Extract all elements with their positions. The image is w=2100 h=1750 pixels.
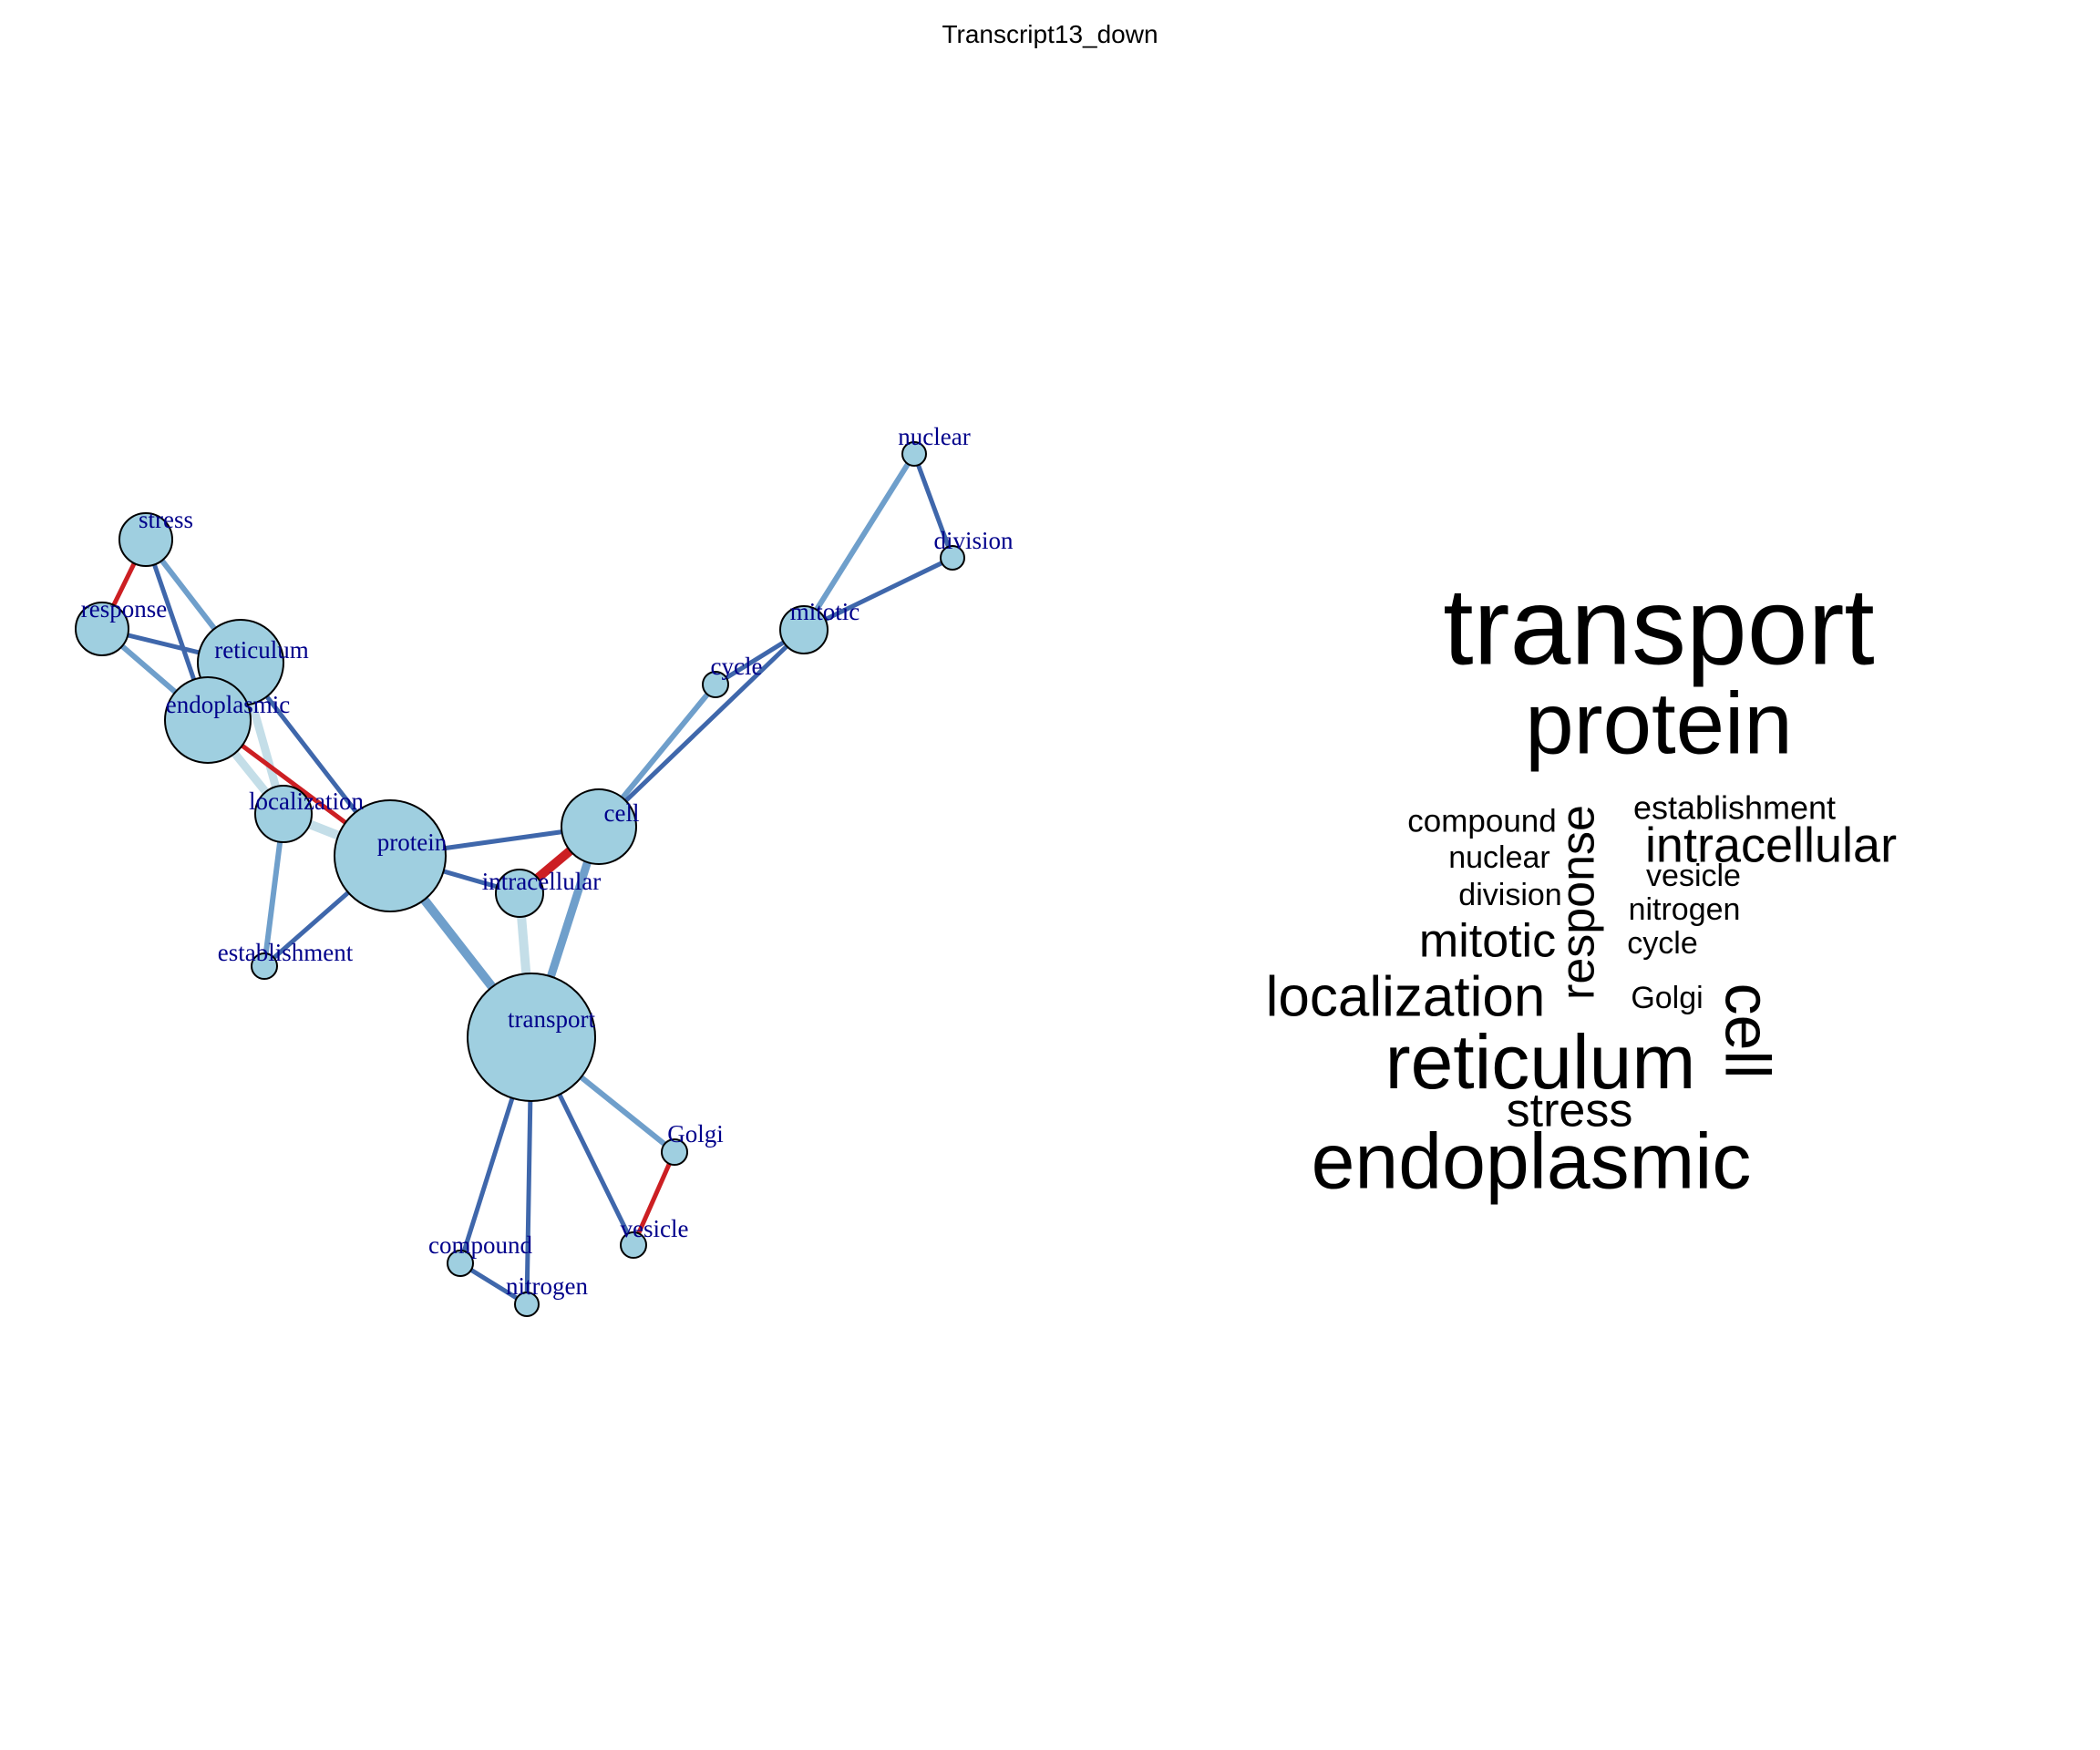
cloud-word-intracellular: intracellular xyxy=(1645,818,1897,872)
node-localization xyxy=(254,785,313,843)
cloud-word-mitotic: mitotic xyxy=(1419,915,1556,968)
cloud-word-vesicle: vesicle xyxy=(1646,859,1741,893)
node-label-stress: stress xyxy=(139,506,193,533)
node-transport xyxy=(467,973,596,1102)
cloud-word-endoplasmic: endoplasmic xyxy=(1312,1118,1752,1206)
term-network-graph: stress response reticulum endoplasmic locali… xyxy=(75,423,1014,1317)
node-label-mitotic: mitotic xyxy=(790,598,860,625)
node-endoplasmic xyxy=(164,676,252,764)
node-nuclear xyxy=(901,441,927,467)
node-label-vesicle: vesicle xyxy=(621,1215,689,1242)
network-nodes xyxy=(75,441,965,1317)
node-label-protein: protein xyxy=(377,829,448,856)
figure-title: Transcript13_down xyxy=(942,20,1158,48)
node-stress xyxy=(118,512,173,567)
node-Golgi xyxy=(661,1138,688,1166)
node-label-cycle: cycle xyxy=(711,653,763,680)
edge-cell-mitotic xyxy=(596,627,807,829)
cloud-word-localization: localization xyxy=(1266,965,1546,1028)
node-cycle xyxy=(702,671,729,698)
cloud-word-division: division xyxy=(1458,878,1561,912)
cloud-word-compound: compound xyxy=(1407,803,1556,839)
cloud-word-protein: protein xyxy=(1525,674,1793,772)
cloud-word-establishment: establishment xyxy=(1633,789,1836,827)
cloud-word-nuclear: nuclear xyxy=(1448,840,1550,875)
node-label-localization: localization xyxy=(249,788,364,815)
cloud-word-reticulum: reticulum xyxy=(1385,1019,1696,1105)
node-protein xyxy=(334,799,447,912)
node-label-division: division xyxy=(933,527,1014,554)
node-response xyxy=(75,602,129,656)
node-label-compound: compound xyxy=(428,1231,532,1259)
cloud-word-stress: stress xyxy=(1507,1085,1633,1138)
node-label-endoplasmic: endoplasmic xyxy=(166,691,290,718)
edge-nuclear-division xyxy=(911,451,955,561)
node-label-intracellular: intracellular xyxy=(482,868,601,895)
cloud-word-cycle: cycle xyxy=(1627,926,1697,961)
cloud-word-response: response xyxy=(1552,805,1605,1000)
edge-mitotic-division xyxy=(801,555,955,633)
node-mitotic xyxy=(779,605,829,654)
cloud-word-Golgi: Golgi xyxy=(1631,981,1703,1015)
cloud-word-cell: cell xyxy=(1713,983,1784,1078)
node-label-nuclear: nuclear xyxy=(898,423,970,450)
node-cell xyxy=(561,788,637,865)
node-establishment xyxy=(251,952,278,980)
node-nitrogen xyxy=(514,1292,540,1317)
node-label-establishment: establishment xyxy=(218,939,354,966)
node-label-reticulum: reticulum xyxy=(214,636,308,664)
node-intracellular xyxy=(495,869,544,918)
node-vesicle xyxy=(620,1231,647,1259)
node-label-Golgi: Golgi xyxy=(667,1120,724,1148)
node-label-nitrogen: nitrogen xyxy=(506,1272,588,1300)
node-label-transport: transport xyxy=(508,1005,595,1033)
node-division xyxy=(940,545,965,571)
node-label-response: response xyxy=(81,595,167,623)
cloud-word-transport: transport xyxy=(1443,566,1875,688)
network-labels: stress response reticulum endoplasmic locali… xyxy=(81,423,1014,1300)
node-compound xyxy=(447,1250,474,1277)
cloud-word-nitrogen: nitrogen xyxy=(1629,892,1741,927)
edge-mitotic-nuclear xyxy=(801,451,917,633)
edge-Golgi-vesicle xyxy=(631,1149,677,1248)
node-label-cell: cell xyxy=(604,799,640,827)
